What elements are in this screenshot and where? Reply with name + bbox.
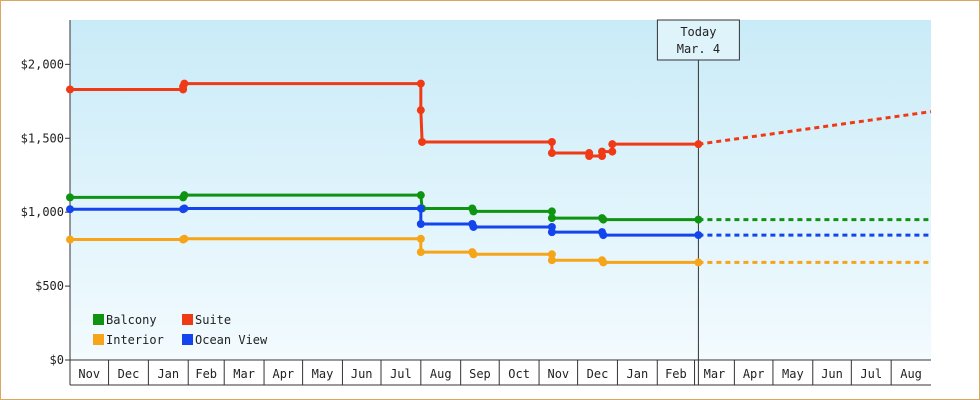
- x-tick-label: Oct: [508, 367, 530, 381]
- series-segment: [419, 108, 424, 144]
- x-tick-label: Dec: [587, 367, 609, 381]
- data-point: [180, 79, 189, 88]
- data-point: [547, 228, 556, 237]
- today-date-label: Mar. 4: [677, 42, 720, 56]
- x-tick-label: Mar: [704, 367, 726, 381]
- y-tick-label: $500: [35, 279, 64, 293]
- data-point: [694, 215, 703, 224]
- data-point: [694, 140, 703, 149]
- data-point: [547, 256, 556, 265]
- series-interior: [66, 234, 931, 267]
- x-tick-label: Jun: [821, 367, 843, 381]
- x-tick-label: Jan: [627, 367, 649, 381]
- data-point: [585, 152, 594, 160]
- series-balcony: [66, 191, 931, 224]
- data-point: [547, 149, 556, 158]
- x-tick-label: Feb: [195, 367, 217, 381]
- data-point: [598, 147, 607, 156]
- legend-swatch-interior: [93, 334, 104, 345]
- x-tick-label: Apr: [272, 367, 294, 381]
- data-point: [418, 137, 427, 146]
- data-point: [416, 204, 425, 213]
- y-tick-label: $1,000: [21, 205, 64, 219]
- legend-swatch-suite: [182, 314, 193, 325]
- data-point: [180, 191, 189, 200]
- data-point: [608, 147, 617, 156]
- data-point: [416, 106, 425, 115]
- data-point: [416, 220, 425, 228]
- data-point: [469, 222, 478, 231]
- data-point: [694, 258, 703, 267]
- legend-swatch-ocean-view: [182, 334, 193, 345]
- x-tick-label: Aug: [430, 367, 452, 381]
- x-tick-label: Jul: [860, 367, 882, 381]
- x-tick-label: Nov: [547, 367, 569, 381]
- legend-label-ocean-view: Ocean View: [195, 333, 268, 347]
- data-point: [599, 231, 608, 240]
- data-point: [599, 215, 608, 224]
- series-projection: [698, 110, 932, 146]
- legend-label-suite: Suite: [195, 313, 231, 327]
- data-point: [66, 85, 74, 94]
- data-point: [547, 137, 556, 146]
- x-tick-label: May: [782, 367, 804, 381]
- today-box: [656, 19, 740, 61]
- series-suite: [66, 79, 932, 160]
- x-tick-label: May: [312, 367, 334, 381]
- x-tick-label: Nov: [78, 367, 100, 381]
- data-point: [469, 250, 478, 259]
- data-point: [547, 214, 556, 223]
- x-tick-label: Sep: [469, 367, 491, 381]
- legend-label-interior: Interior: [106, 333, 164, 347]
- data-point: [469, 207, 478, 216]
- data-point: [694, 231, 703, 240]
- data-point: [416, 79, 425, 88]
- y-tick-label: $1,500: [21, 131, 64, 145]
- data-point: [599, 258, 608, 267]
- data-point: [66, 205, 74, 214]
- x-tick-label: Jan: [157, 367, 179, 381]
- plot-area: [70, 20, 931, 360]
- x-tick-label: Aug: [900, 367, 922, 381]
- data-point: [547, 207, 556, 216]
- y-tick-label: $2,000: [21, 57, 64, 71]
- x-tick-label: Jul: [390, 367, 412, 381]
- x-tick-label: Apr: [743, 367, 765, 381]
- data-point: [66, 235, 74, 244]
- today-label: Today: [680, 25, 716, 39]
- y-tick-label: $0: [50, 353, 64, 367]
- x-tick-label: Mar: [233, 367, 255, 381]
- data-point: [416, 248, 425, 257]
- legend-swatch-balcony: [93, 314, 104, 325]
- data-point: [180, 204, 189, 213]
- data-point: [180, 234, 189, 243]
- data-point: [416, 191, 425, 200]
- data-point: [66, 193, 74, 202]
- data-point: [547, 250, 556, 259]
- data-point: [608, 140, 617, 149]
- x-tick-label: Jun: [351, 367, 373, 381]
- legend-label-balcony: Balcony: [106, 313, 157, 327]
- data-point: [416, 234, 425, 243]
- x-tick-label: Feb: [665, 367, 687, 381]
- series-ocean-view: [66, 204, 931, 240]
- x-tick-label: Dec: [118, 367, 140, 381]
